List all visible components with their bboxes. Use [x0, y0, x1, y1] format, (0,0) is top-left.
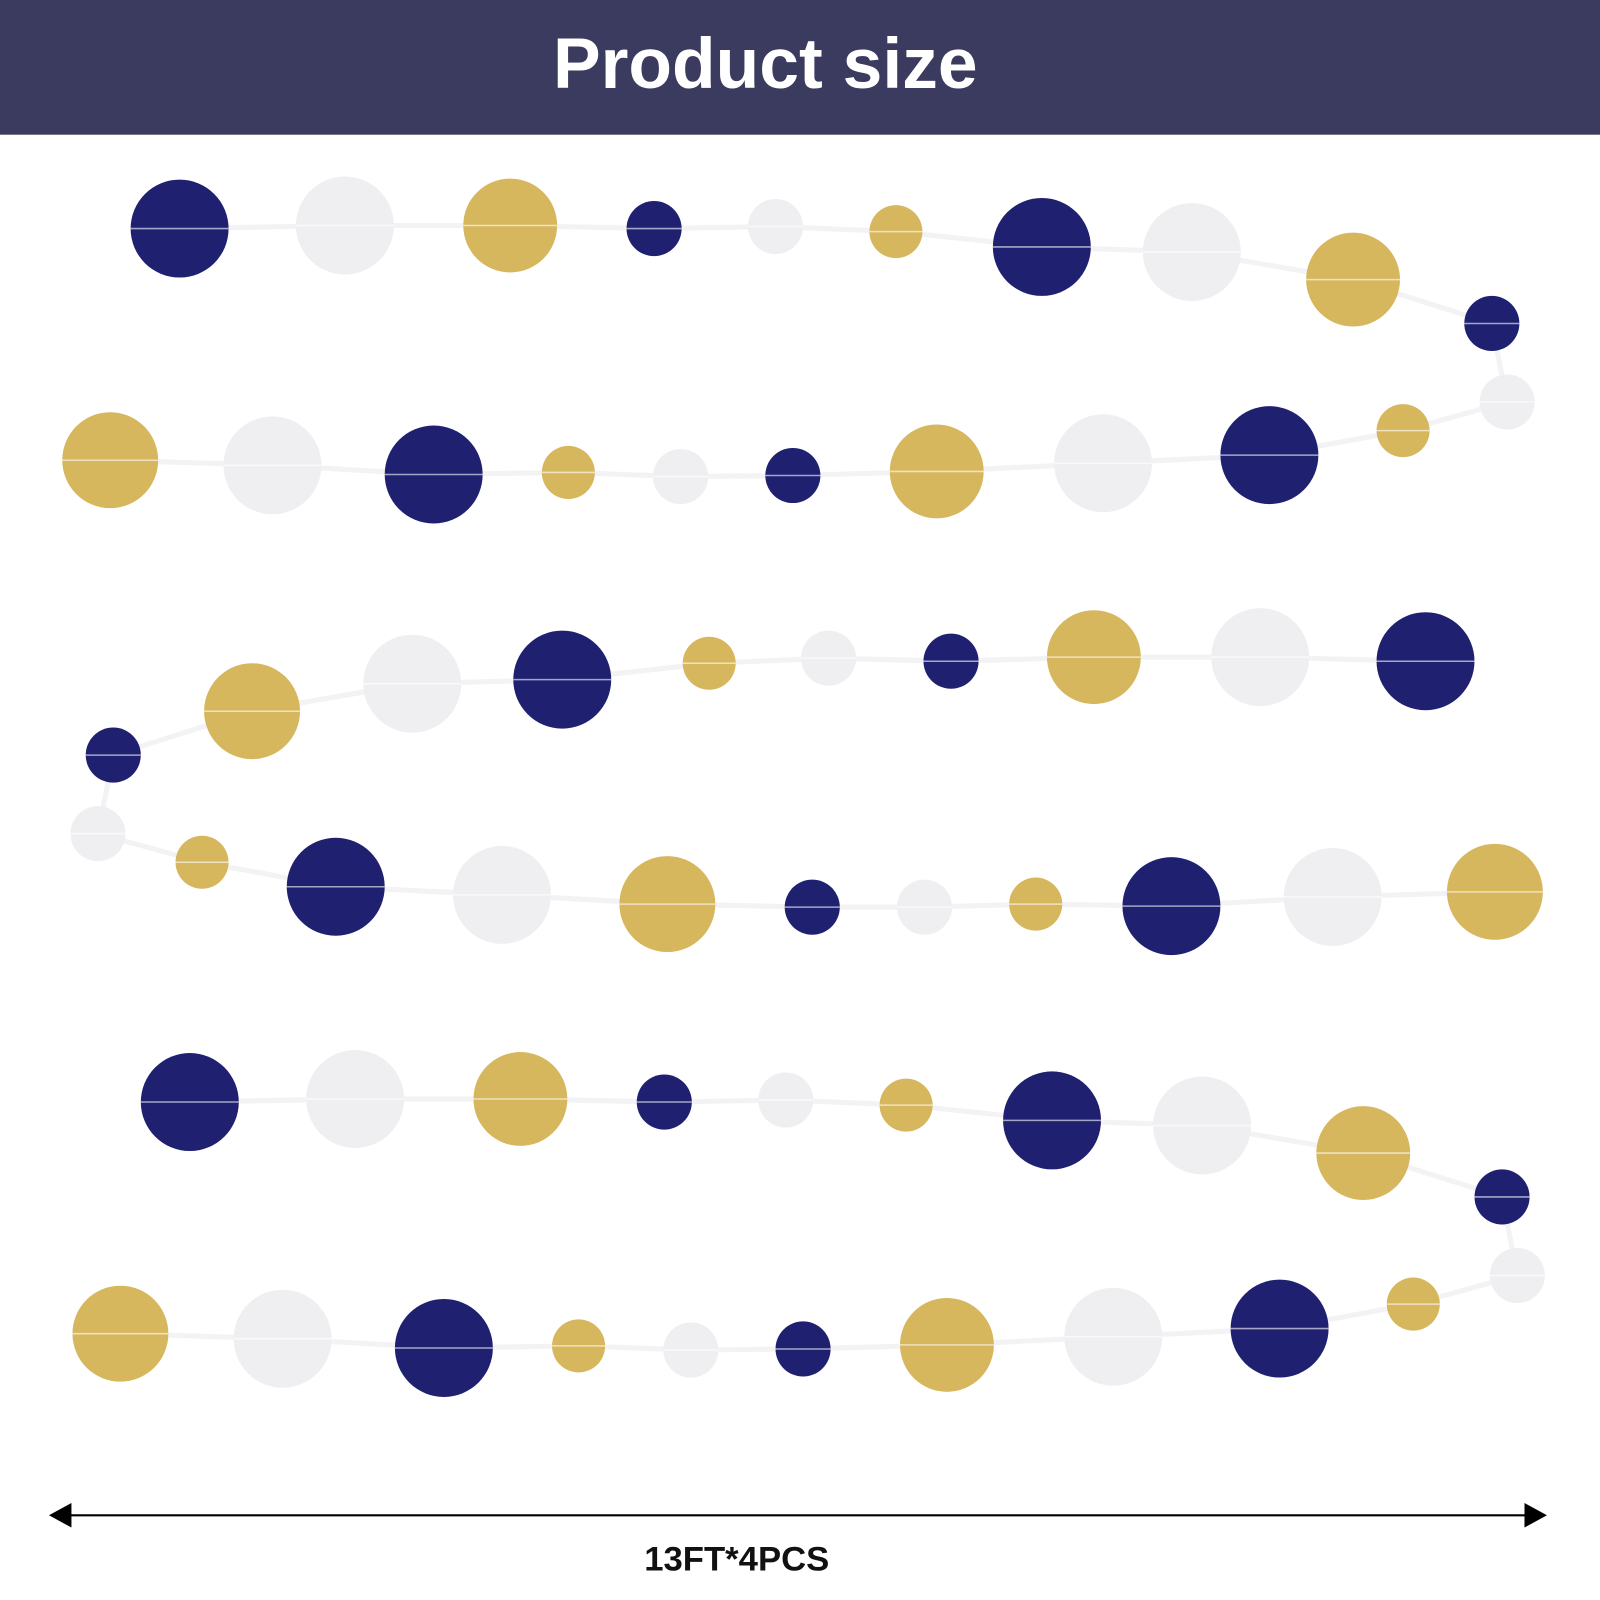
header-title: Product size	[553, 24, 978, 104]
garlands	[62, 176, 1545, 1397]
dimension-label: 13FT*4PCS	[644, 1540, 829, 1578]
arrow-right	[1524, 1503, 1547, 1528]
header-bar	[0, 0, 1600, 135]
arrow-left	[48, 1503, 72, 1528]
